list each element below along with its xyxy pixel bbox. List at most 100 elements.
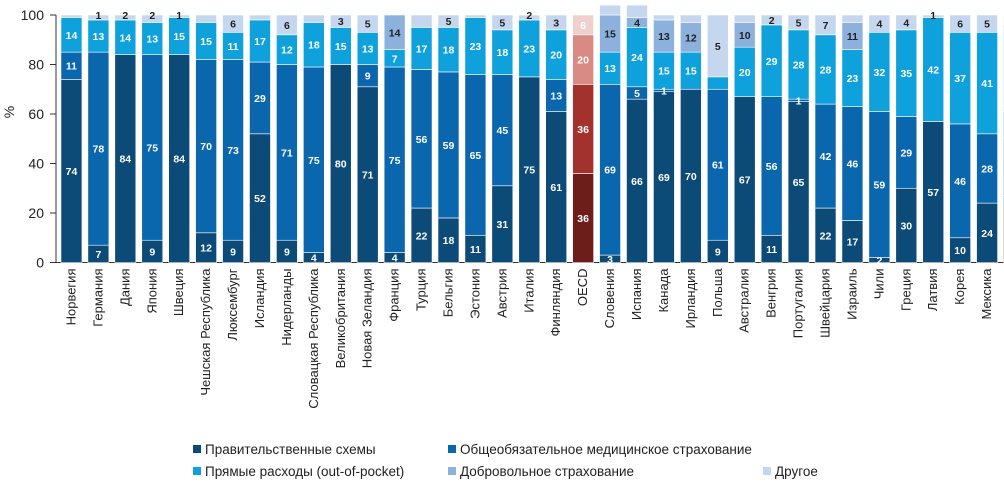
data-label: 2 xyxy=(122,10,128,22)
x-category-label: Словацкая Республика xyxy=(306,268,321,409)
bar-segment xyxy=(733,14,756,23)
data-label: 9 xyxy=(284,246,290,258)
bar-segment xyxy=(195,14,217,23)
data-label: 10 xyxy=(954,245,966,257)
data-label: 56 xyxy=(766,161,778,173)
data-label: 5 xyxy=(365,19,371,31)
data-label: 7 xyxy=(823,20,829,32)
bar-segment xyxy=(976,14,998,33)
data-label: 66 xyxy=(631,176,643,188)
x-category-label: Япония xyxy=(144,269,159,314)
x-category-label: Швейцария xyxy=(818,269,833,338)
bar-segment xyxy=(168,14,190,18)
x-category-label: Новая Зеландия xyxy=(360,269,375,369)
data-label: 28 xyxy=(820,64,832,76)
data-label: 15 xyxy=(335,41,347,53)
data-label: 17 xyxy=(416,43,428,55)
bar-segment xyxy=(410,14,433,28)
bar-segment xyxy=(868,14,891,33)
data-label: 84 xyxy=(119,154,131,166)
data-label: 9 xyxy=(149,246,155,258)
data-label: 24 xyxy=(631,52,643,64)
data-label: 6 xyxy=(284,20,290,32)
data-label: 6 xyxy=(957,19,963,31)
data-label: 5 xyxy=(499,17,505,29)
data-label: 15 xyxy=(604,29,616,41)
x-category-label: Исландия xyxy=(252,269,267,329)
data-label: 5 xyxy=(446,16,452,28)
bars xyxy=(60,4,1004,263)
data-label: 65 xyxy=(793,177,805,189)
data-label: 57 xyxy=(927,187,939,199)
category-labels: Норвегия Германия Дания Япония Швеция Чешская… xyxy=(63,268,994,409)
data-label: 4 xyxy=(634,17,640,29)
x-category-label: Норвегия xyxy=(63,269,78,326)
y-tick-label: 20 xyxy=(28,205,44,221)
bar-segment xyxy=(303,14,325,23)
data-label: 29 xyxy=(766,56,778,68)
data-label: 80 xyxy=(335,159,347,171)
data-label: 70 xyxy=(200,141,212,153)
data-label: 78 xyxy=(93,144,105,156)
data-label: 28 xyxy=(793,60,805,72)
x-category-label: Мексика xyxy=(979,268,994,320)
data-label: 13 xyxy=(362,43,374,55)
data-label: 3 xyxy=(553,17,559,29)
data-label: 74 xyxy=(66,166,78,178)
data-label: 23 xyxy=(523,43,535,55)
data-label: 42 xyxy=(927,64,939,76)
data-label: 56 xyxy=(416,134,428,146)
bar-segment xyxy=(787,14,810,31)
data-label: 4 xyxy=(311,253,317,265)
data-label: 3 xyxy=(607,254,613,266)
x-category-label: Франция xyxy=(387,269,402,322)
data-label: 4 xyxy=(876,19,882,31)
data-label: 31 xyxy=(497,219,509,231)
data-label: 11 xyxy=(470,244,481,256)
data-label: 1 xyxy=(661,85,667,97)
data-label: 3 xyxy=(338,16,344,28)
x-category-label: Венгрия xyxy=(764,269,779,318)
data-label: 2 xyxy=(876,255,882,267)
axes: % 0 20 40 60 80 100 xyxy=(1,7,1004,271)
data-label: 75 xyxy=(389,155,401,167)
data-label: 9 xyxy=(230,246,236,258)
bar-segment xyxy=(706,76,729,90)
data-label: 13 xyxy=(93,31,105,43)
bar-segment xyxy=(545,14,568,31)
bar-segment xyxy=(114,14,137,21)
data-label: 2 xyxy=(526,10,532,22)
data-label: 41 xyxy=(981,78,993,90)
data-label: 36 xyxy=(577,124,589,136)
bar-segment xyxy=(895,14,918,31)
x-category-label: Испания xyxy=(629,269,644,321)
data-label: 2 xyxy=(769,15,775,27)
data-label: 67 xyxy=(739,175,751,187)
data-label: 75 xyxy=(146,142,158,154)
bar-segment xyxy=(841,14,864,23)
x-category-label: Канада xyxy=(656,268,671,313)
data-label: 6 xyxy=(580,20,586,32)
legend: Правительственные схемы Общеобязательное … xyxy=(193,442,818,479)
data-label: 4 xyxy=(392,253,398,265)
data-label: 13 xyxy=(604,63,616,75)
data-label: 35 xyxy=(900,68,912,80)
bar-segment xyxy=(141,14,164,23)
data-label: 22 xyxy=(416,230,428,242)
data-label: 73 xyxy=(227,145,239,157)
x-category-label: Чили xyxy=(871,269,886,300)
bar-segment xyxy=(572,14,594,36)
data-label: 23 xyxy=(847,73,859,85)
data-label: 20 xyxy=(577,55,589,67)
legend-swatch xyxy=(193,467,201,475)
x-category-label: Латвия xyxy=(925,269,940,312)
data-label: 69 xyxy=(604,165,616,177)
data-label: 65 xyxy=(470,150,482,162)
data-label: 20 xyxy=(739,67,751,79)
data-label: 13 xyxy=(146,34,158,46)
x-category-label: Словения xyxy=(602,269,617,329)
data-label: 18 xyxy=(497,47,509,59)
data-label: 84 xyxy=(173,154,185,166)
bar-segment xyxy=(922,14,945,18)
